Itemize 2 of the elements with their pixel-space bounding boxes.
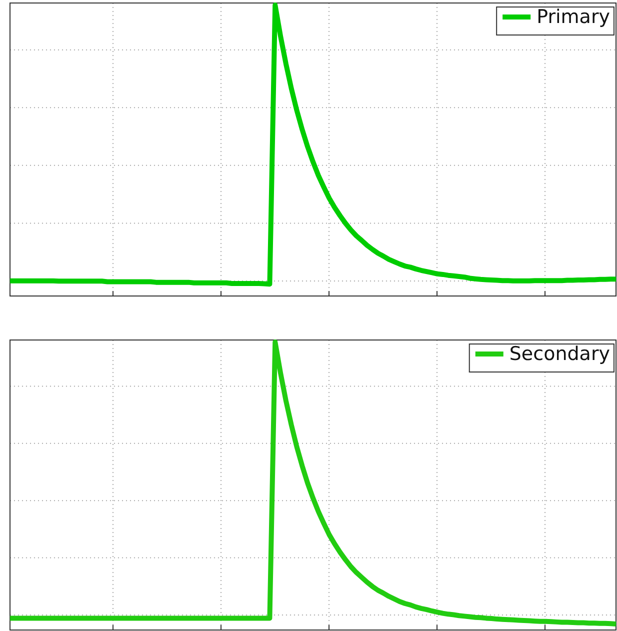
legend-label: Secondary: [509, 343, 610, 365]
legend-label: Primary: [536, 6, 610, 28]
